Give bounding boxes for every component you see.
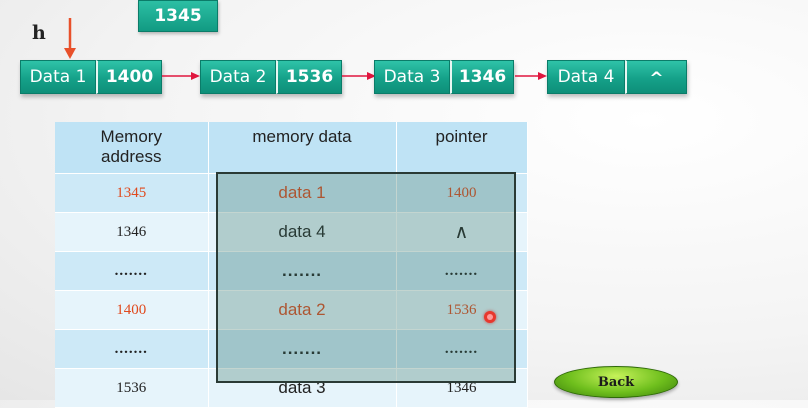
table-row: 1345 data 1 1400 [55, 173, 528, 213]
link-arrow-1-2 [162, 72, 200, 80]
back-button[interactable]: Back [554, 366, 678, 398]
data-cell: data 1 [208, 173, 397, 213]
table-header-row: Memory address memory data pointer [55, 122, 528, 174]
table-row: 1346 data 4 ∧ [55, 212, 528, 252]
node-pointer-field: 1536 [276, 60, 342, 94]
address-cell: 1536 [55, 368, 209, 408]
node-pointer-field: 1400 [96, 60, 162, 94]
table-row: 1400 data 2 1536 [55, 290, 528, 330]
pointer-cell: ∧ [396, 212, 528, 252]
null-pointer-field: ^ [625, 60, 687, 94]
pointer-cell: ....... [396, 329, 528, 369]
head-pointer-label: h [32, 22, 46, 44]
node-data-field: Data 2 [200, 60, 276, 94]
data-cell: data 3 [208, 368, 397, 408]
list-node-2: Data 2 1536 [200, 60, 342, 94]
node-pointer-field: 1346 [450, 60, 514, 94]
head-pointer-arrow [64, 18, 76, 59]
list-node-3: Data 3 1346 [374, 60, 514, 94]
data-cell: ....... [208, 329, 397, 369]
memory-table: Memory address memory data pointer 1345 … [55, 122, 528, 408]
header-memory-address: Memory address [55, 122, 209, 174]
address-cell: ....... [55, 251, 209, 291]
laser-pointer-dot [484, 311, 496, 323]
pointer-cell: 1536 [396, 290, 528, 330]
node-data-field: Data 4 [547, 60, 625, 94]
data-cell: data 4 [208, 212, 397, 252]
floating-node-1345: 1345 [138, 0, 218, 32]
address-cell: 1346 [55, 212, 209, 252]
address-cell: 1345 [55, 173, 209, 213]
header-pointer: pointer [396, 122, 528, 174]
table-row: ....... ....... ....... [55, 329, 528, 369]
list-node-1: Data 1 1400 [20, 60, 162, 94]
node-data-field: Data 1 [20, 60, 96, 94]
header-memory-data: memory data [208, 122, 397, 174]
address-cell: 1400 [55, 290, 209, 330]
link-arrow-3-4 [515, 72, 547, 80]
pointer-cell: ....... [396, 251, 528, 291]
link-arrow-2-3 [342, 72, 376, 80]
address-cell: ....... [55, 329, 209, 369]
pointer-cell: 1400 [396, 173, 528, 213]
node-data-field: Data 3 [374, 60, 450, 94]
table-row: ....... ....... ....... [55, 251, 528, 291]
table-row: 1536 data 3 1346 [55, 368, 528, 408]
data-cell: data 2 [208, 290, 397, 330]
pointer-cell: 1346 [396, 368, 528, 408]
list-node-4: Data 4 ^ [547, 60, 687, 94]
data-cell: ....... [208, 251, 397, 291]
